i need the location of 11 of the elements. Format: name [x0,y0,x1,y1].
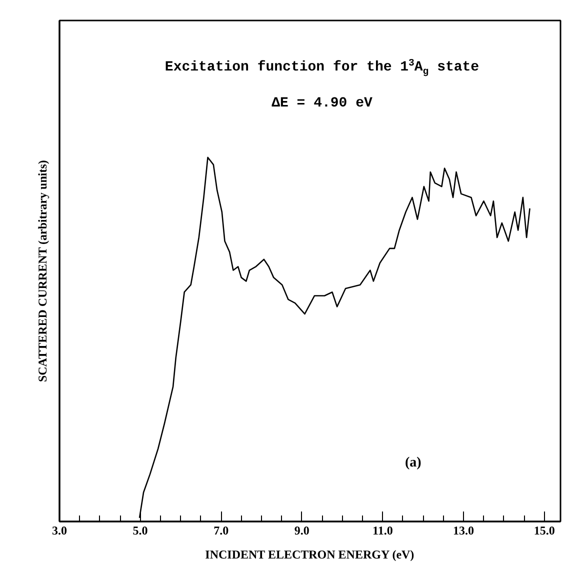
x-tick-label: 9.0 [294,524,310,538]
x-axis-title: INCIDENT ELECTRON ENERGY (eV) [205,548,414,562]
annotation: (a) [404,456,422,471]
chart-subtitle: ΔE = 4.90 eV [272,96,374,112]
y-axis-title: SCATTERED CURRENT (arbitrary units) [36,160,50,382]
x-tick-label: 11.0 [372,524,393,538]
x-tick-label: 3.0 [52,524,67,538]
x-tick-label: 13.0 [453,524,474,538]
x-tick-label: 7.0 [214,524,229,538]
x-tick-label: 5.0 [132,524,148,538]
x-tick-label: 15.0 [534,524,555,538]
